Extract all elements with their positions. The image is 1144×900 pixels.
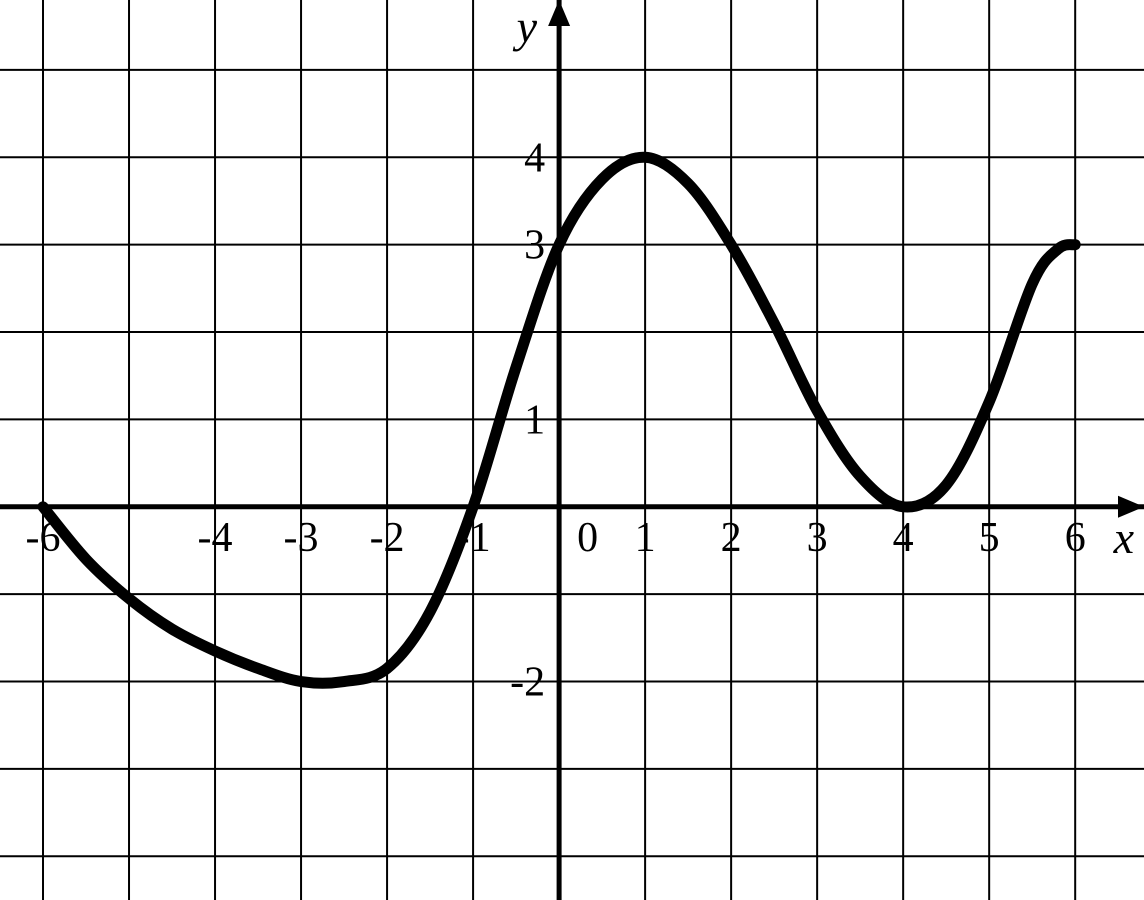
x-axis-label: x [1113, 512, 1135, 563]
x-tick-label: 0 [577, 515, 598, 561]
x-tick-label: 3 [807, 515, 828, 561]
y-axis-arrow [548, 0, 570, 26]
y-tick-label: 1 [524, 397, 545, 443]
x-tick-label: -3 [284, 515, 319, 561]
x-tick-label: -6 [26, 515, 61, 561]
x-tick-label: -2 [370, 515, 405, 561]
x-tick-label: 6 [1065, 515, 1086, 561]
y-axis-label: y [513, 1, 538, 52]
x-tick-label: -4 [198, 515, 233, 561]
y-tick-label: 4 [524, 135, 545, 181]
x-tick-label: 2 [721, 515, 742, 561]
x-tick-label: 4 [893, 515, 914, 561]
x-tick-label: 5 [979, 515, 1000, 561]
y-tick-label: -2 [510, 660, 545, 706]
x-tick-label: -1 [456, 515, 491, 561]
x-tick-label: 1 [635, 515, 656, 561]
function-plot: -6-4-3-2-10123456431-2yx [0, 0, 1144, 900]
y-tick-label: 3 [524, 223, 545, 269]
